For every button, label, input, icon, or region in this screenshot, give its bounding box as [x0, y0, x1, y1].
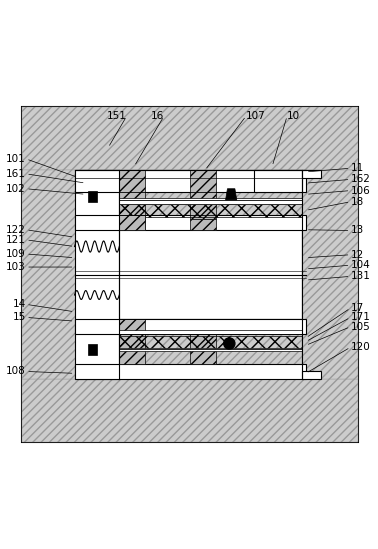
Text: 104: 104: [350, 260, 370, 270]
Text: 18: 18: [350, 197, 364, 207]
Bar: [22, 107, 358, 170]
Polygon shape: [226, 189, 237, 200]
Bar: [74, 170, 119, 379]
Text: 162: 162: [350, 175, 370, 184]
Text: 171: 171: [350, 312, 370, 322]
Bar: [119, 204, 302, 217]
Text: 120: 120: [350, 342, 370, 352]
Bar: [302, 372, 321, 379]
Text: 109: 109: [6, 249, 26, 259]
Bar: [302, 170, 358, 379]
Bar: [190, 334, 216, 364]
Bar: [254, 170, 302, 193]
Text: 10: 10: [287, 111, 300, 121]
Text: 105: 105: [350, 322, 370, 332]
Text: 12: 12: [350, 250, 364, 260]
Text: 131: 131: [350, 271, 370, 282]
Text: 161: 161: [6, 169, 26, 179]
Text: 108: 108: [6, 367, 26, 377]
Bar: [119, 348, 302, 351]
Text: 16: 16: [151, 111, 164, 121]
Text: 11: 11: [350, 163, 364, 173]
Bar: [74, 170, 306, 193]
Bar: [302, 170, 321, 177]
Bar: [119, 215, 146, 229]
Bar: [74, 364, 306, 379]
Text: 122: 122: [6, 225, 26, 235]
Text: 106: 106: [350, 186, 370, 195]
Bar: [190, 219, 216, 229]
Text: 102: 102: [6, 184, 26, 194]
Circle shape: [224, 338, 235, 349]
Bar: [22, 379, 358, 442]
Text: 103: 103: [6, 262, 26, 272]
Bar: [22, 170, 78, 379]
Text: 107: 107: [246, 111, 266, 121]
Text: 121: 121: [6, 235, 26, 245]
Bar: [119, 198, 302, 204]
Text: 101: 101: [6, 154, 26, 164]
Bar: [190, 170, 216, 219]
Text: 13: 13: [350, 226, 364, 236]
Bar: [74, 215, 306, 229]
Bar: [74, 320, 306, 334]
Bar: [88, 192, 97, 202]
Bar: [119, 330, 302, 334]
Text: 17: 17: [350, 303, 364, 313]
Bar: [119, 170, 146, 229]
Text: 151: 151: [107, 111, 127, 121]
Text: 15: 15: [13, 312, 26, 322]
Bar: [119, 320, 146, 364]
Bar: [119, 336, 302, 349]
Bar: [78, 320, 302, 379]
Text: 14: 14: [13, 299, 26, 309]
Bar: [78, 170, 302, 229]
Bar: [88, 344, 97, 355]
